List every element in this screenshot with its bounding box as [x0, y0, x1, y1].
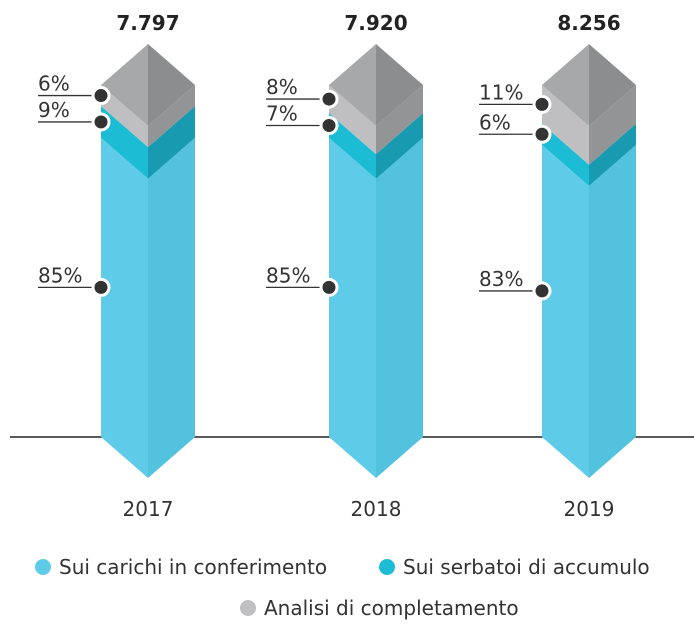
label-dot: [532, 94, 552, 114]
bar-segment: [329, 85, 376, 155]
bar-segment-side: [589, 85, 636, 165]
total-label: 8.256: [557, 11, 620, 35]
bar-segment-side: [148, 106, 195, 179]
value-label: 7%: [266, 101, 298, 125]
value-label: 8%: [266, 75, 298, 99]
bar-cap-side: [589, 44, 636, 126]
bar-segment-side: [148, 137, 195, 479]
bar-segment-side: [376, 85, 423, 155]
x-tick-label: 2018: [351, 497, 402, 521]
label-dot: [319, 89, 339, 109]
label-dot: [532, 281, 552, 301]
x-tick-label: 2017: [123, 497, 174, 521]
bar-cap: [101, 44, 148, 126]
bar-segment: [542, 144, 589, 478]
legend-label: Sui serbatoi di accumulo: [403, 555, 650, 579]
label-dot: [91, 112, 111, 132]
bar-cap-side: [376, 44, 423, 126]
total-label: 7.920: [344, 11, 407, 35]
bar-segment-side: [589, 123, 636, 186]
bar-segment-side: [376, 137, 423, 479]
legend-swatch: [35, 559, 51, 575]
bar-segment: [101, 106, 148, 179]
legend-swatch: [240, 600, 256, 616]
bar-cap: [542, 44, 589, 126]
bar-segment: [542, 85, 589, 165]
label-dot: [91, 86, 111, 106]
value-label: 85%: [38, 263, 82, 287]
label-dot: [319, 277, 339, 297]
bar-segment-side: [376, 113, 423, 179]
legend-label: Analisi di completamento: [264, 596, 519, 620]
value-label: 9%: [38, 98, 70, 122]
bar-segment: [101, 85, 148, 148]
bar-cap-side: [148, 44, 195, 126]
value-label: 85%: [266, 263, 310, 287]
label-dot: [319, 115, 339, 135]
x-tick-label: 2019: [564, 497, 615, 521]
bar-segment: [329, 113, 376, 179]
bar-segment: [542, 123, 589, 186]
bar-segment: [329, 137, 376, 479]
value-label: 6%: [479, 110, 511, 134]
value-label: 11%: [479, 80, 523, 104]
label-dot: [532, 124, 552, 144]
value-label: 83%: [479, 267, 523, 291]
value-label: 6%: [38, 72, 70, 96]
bar-segment: [101, 137, 148, 479]
legend-swatch: [379, 559, 395, 575]
bar-segment-side: [148, 85, 195, 148]
bar-cap: [329, 44, 376, 126]
label-dot: [91, 277, 111, 297]
bar-segment-side: [589, 144, 636, 478]
legend-label: Sui carichi in conferimento: [59, 555, 327, 579]
total-label: 7.797: [116, 11, 179, 35]
